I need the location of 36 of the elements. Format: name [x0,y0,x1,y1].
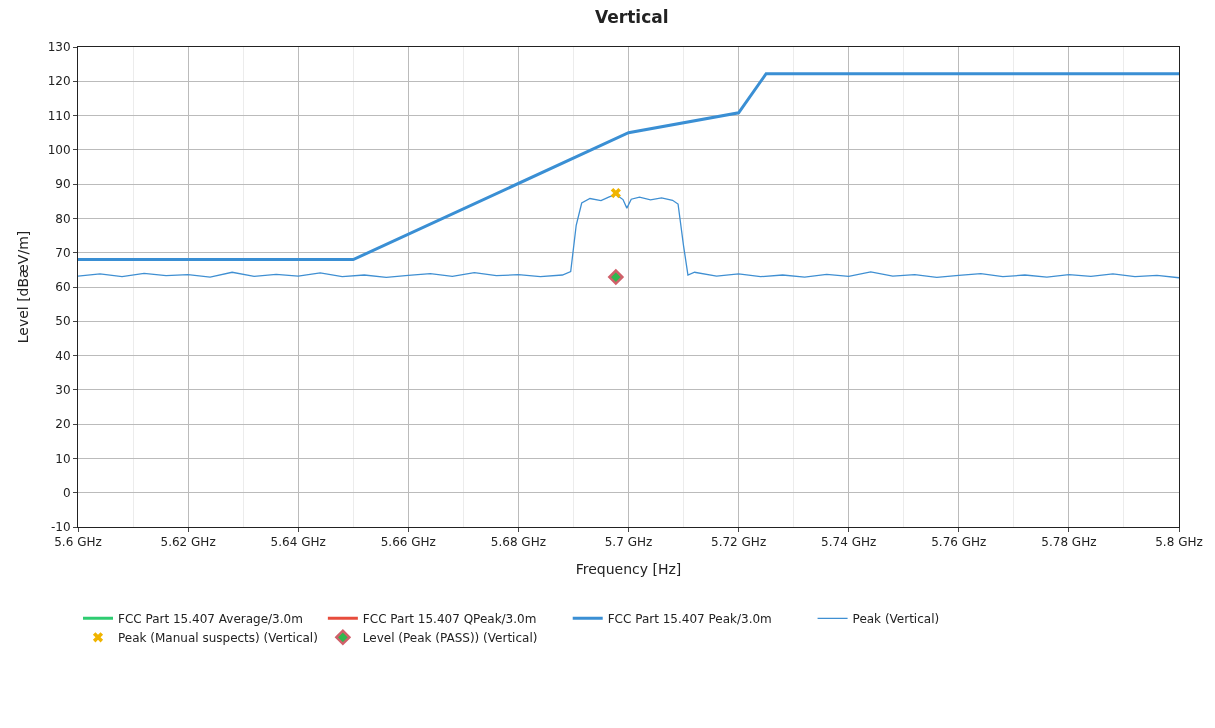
legend-label: FCC Part 15.407 Peak/3.0m [607,611,772,626]
y-tick-label: 30 [55,383,71,398]
x-tick-label: 5.78 GHz [1041,535,1097,550]
chart-title: Vertical [595,6,669,27]
x-tick-label: 5.74 GHz [821,535,877,550]
legend-label: Peak (Vertical) [852,611,940,626]
y-tick-label: 80 [55,211,71,226]
x-tick-label: 5.66 GHz [380,535,436,550]
y-tick-label: 100 [47,143,71,158]
legend-label: FCC Part 15.407 QPeak/3.0m [362,611,537,626]
legend-label: Level (Peak (PASS)) (Vertical) [362,630,538,645]
y-tick-label: 10 [55,451,71,466]
x-axis-title: Frequency [Hz] [575,560,682,577]
y-tick-label: 50 [55,314,71,329]
x-tick-label: 5.62 GHz [160,535,216,550]
x-tick-label: 5.6 GHz [54,535,102,550]
x-tick-label: 5.8 GHz [1155,535,1203,550]
y-tick-label: 110 [47,108,71,123]
x-tick-label: 5.68 GHz [490,535,546,550]
y-tick-label: -10 [50,520,71,535]
y-tick-label: 40 [55,348,71,363]
legend-label: Peak (Manual suspects) (Vertical) [118,630,318,645]
x-tick-label: 5.72 GHz [711,535,767,550]
y-tick-label: 70 [55,245,71,260]
y-tick-label: 90 [55,177,71,192]
legend-label: FCC Part 15.407 Average/3.0m [118,611,303,626]
x-tick-label: 5.64 GHz [270,535,326,550]
x-tick-label: 5.76 GHz [931,535,987,550]
line-series [78,72,1179,262]
y-tick-label: 0 [62,485,71,500]
y-tick-label: 120 [47,74,71,89]
y-tick-label: 20 [55,417,71,432]
y-tick-label: 130 [47,40,71,55]
x-tick-label: 5.7 GHz [604,535,653,550]
y-axis-title: Level [dBæV/m] [15,230,32,344]
y-tick-label: 60 [55,280,71,295]
